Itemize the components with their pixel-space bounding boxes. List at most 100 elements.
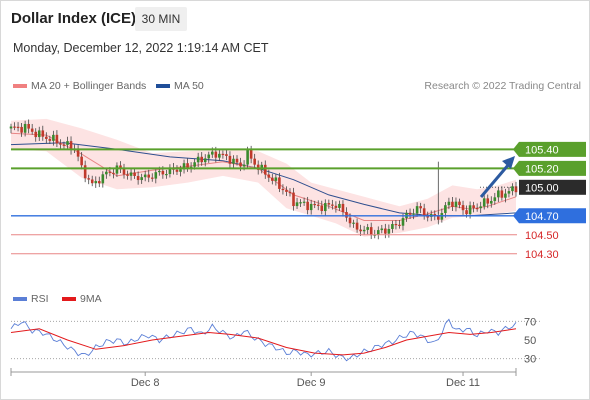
target-label-text: 104.30	[525, 249, 559, 261]
legend-ma50: MA 50	[156, 80, 204, 92]
candle-down	[267, 174, 271, 178]
candle-down	[228, 155, 232, 164]
legend-label-rsi: RSI	[31, 293, 49, 305]
candle-down	[87, 178, 90, 180]
candle-down	[225, 154, 228, 156]
candle-up	[504, 193, 507, 198]
support-label-text: 104.70	[525, 211, 559, 223]
candle-up	[260, 164, 264, 170]
candle-up	[179, 169, 182, 172]
candle-down	[398, 224, 401, 226]
candle-up	[232, 158, 235, 164]
candle-down	[90, 179, 94, 184]
candle-down	[133, 172, 136, 176]
candle-up	[193, 162, 196, 167]
candle-down	[271, 177, 274, 181]
candle-up	[66, 141, 69, 145]
candle-down	[97, 181, 101, 184]
candle-up	[105, 171, 108, 175]
candle-up	[387, 228, 391, 234]
candle-up	[196, 156, 200, 163]
candle-up	[493, 197, 497, 201]
candle-down	[119, 165, 122, 169]
candle-down	[235, 158, 239, 163]
candle-down	[281, 188, 285, 191]
candle-down	[359, 229, 362, 232]
candle-up	[415, 206, 419, 214]
candle-down	[200, 156, 203, 163]
legend-swatch-9ma	[62, 297, 76, 302]
candle-up	[376, 230, 380, 235]
candle-down	[55, 134, 59, 144]
candle-down	[45, 136, 48, 139]
candle-down	[278, 177, 281, 189]
candle-down	[20, 126, 23, 133]
current-price-text: 105.00	[525, 182, 559, 194]
candle-down	[320, 205, 324, 212]
candle-up	[129, 172, 133, 176]
rsi-tick-label: 50	[524, 335, 536, 347]
candle-down	[150, 177, 154, 179]
candle-up	[454, 201, 458, 207]
candle-down	[461, 205, 465, 211]
legend-rsi: RSI	[13, 293, 49, 305]
candle-down	[34, 131, 38, 138]
legend-label-ma20: MA 20 + Bollinger Bands	[31, 80, 147, 92]
candle-up	[302, 201, 306, 203]
candle-down	[288, 191, 292, 194]
research-credit: Research © 2022 Trading Central	[424, 80, 581, 92]
candle-up	[489, 200, 493, 204]
candle-up	[115, 165, 119, 174]
candle-down	[136, 175, 140, 181]
rsi-tick-label: 70	[524, 316, 536, 328]
candle-down	[292, 192, 295, 207]
candle-down	[27, 123, 30, 129]
candle-up	[447, 201, 451, 206]
candle-up	[23, 123, 27, 133]
candle-down	[426, 216, 430, 218]
candle-up	[468, 205, 472, 215]
candle-up	[366, 227, 369, 230]
candle-up	[140, 177, 143, 181]
candle-up	[324, 203, 327, 212]
timeframe-button[interactable]: 30 MIN	[135, 7, 187, 31]
candle-down	[16, 126, 20, 129]
candle-down	[465, 210, 468, 215]
candle-up	[391, 224, 394, 229]
candle-up	[143, 174, 147, 178]
candle-up	[37, 130, 41, 138]
support-label-box	[513, 208, 586, 224]
rsi-line	[10, 318, 517, 362]
candle-down	[306, 201, 309, 211]
candle-down	[126, 174, 129, 176]
candle-up	[482, 198, 486, 207]
candle-up	[165, 173, 168, 176]
candle-down	[249, 149, 253, 159]
x-axis-tick-label: Dec 8	[131, 377, 160, 389]
candle-up	[182, 163, 186, 170]
candle-down	[253, 158, 256, 165]
candle-up	[295, 202, 299, 207]
rsi-9ma-line	[10, 328, 517, 356]
candle-up	[207, 154, 211, 159]
candle-up	[218, 153, 221, 158]
candle-down	[369, 227, 373, 235]
candle-down	[147, 174, 151, 178]
candle-down	[331, 204, 334, 206]
candle-up	[507, 191, 511, 194]
candle-down	[475, 207, 479, 210]
forecast-arrow-head	[502, 156, 515, 169]
candle-down	[486, 198, 490, 204]
candle-down	[186, 163, 189, 168]
candle-down	[334, 205, 338, 208]
candle-down	[341, 203, 345, 212]
candle-down	[419, 206, 422, 209]
candle-down	[408, 212, 412, 215]
candle-up	[246, 149, 249, 165]
candle-down	[41, 130, 45, 137]
candle-up	[309, 203, 313, 211]
candle-down	[345, 211, 348, 218]
candle-down	[256, 164, 260, 170]
candle-down	[122, 168, 126, 175]
